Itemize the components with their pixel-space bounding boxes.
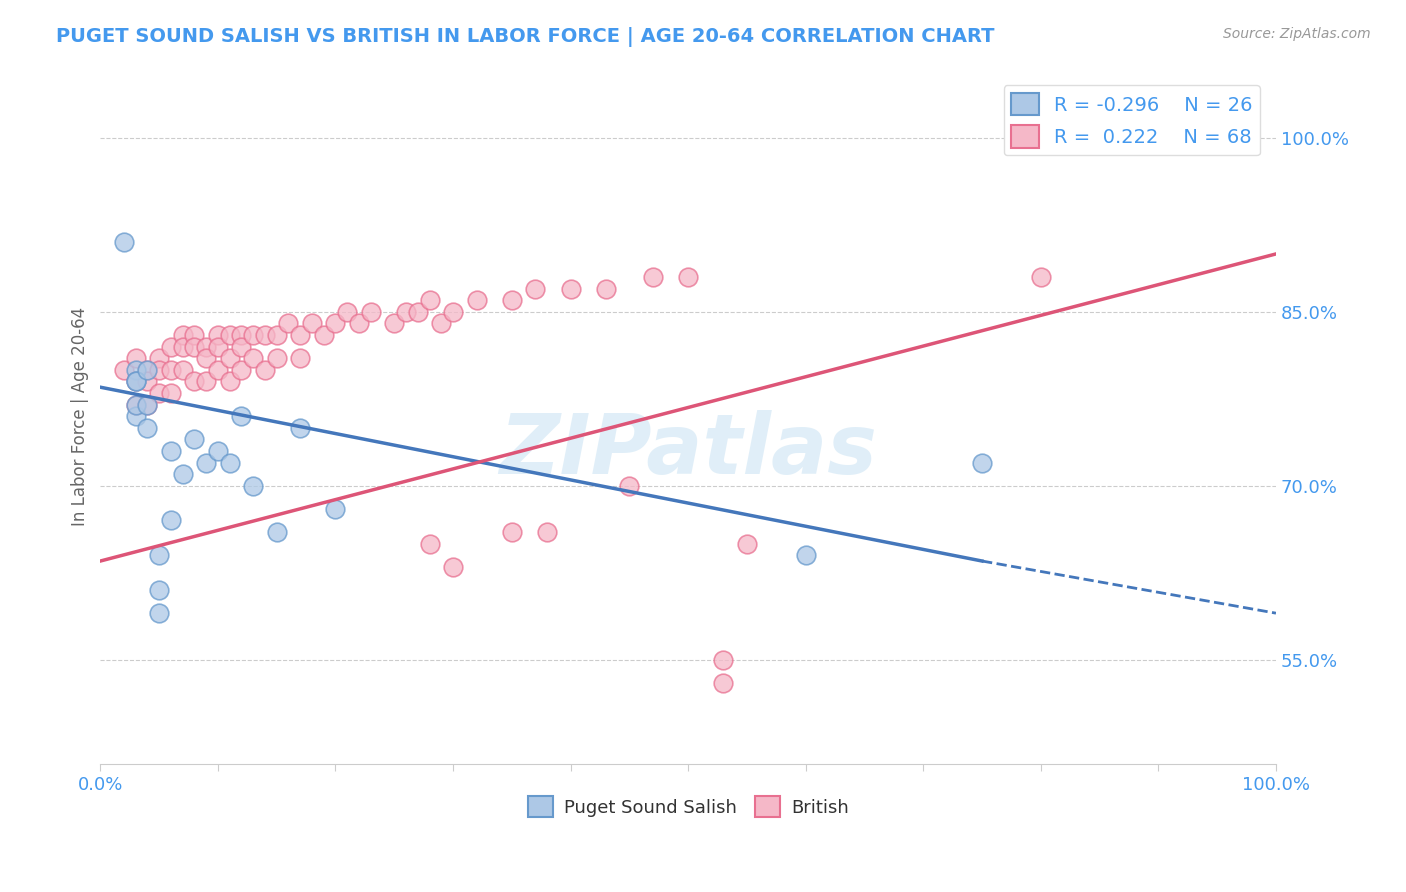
Point: [183, 433, 205, 447]
Point: [290, 351, 312, 366]
Point: [207, 363, 229, 377]
Point: [406, 305, 429, 319]
Point: [136, 421, 159, 435]
Point: [713, 652, 735, 666]
Point: [418, 293, 440, 308]
Point: [183, 375, 205, 389]
Point: [160, 444, 183, 458]
Point: [301, 317, 323, 331]
Point: [207, 444, 229, 458]
Point: [160, 386, 183, 401]
Point: [124, 351, 146, 366]
Point: [266, 351, 288, 366]
Point: [124, 375, 146, 389]
Point: [183, 328, 205, 343]
Point: [441, 559, 464, 574]
Point: [218, 351, 240, 366]
Point: [266, 524, 288, 539]
Point: [160, 340, 183, 354]
Point: [395, 305, 418, 319]
Point: [136, 375, 159, 389]
Point: [183, 340, 205, 354]
Point: [382, 317, 405, 331]
Point: [148, 386, 170, 401]
Point: [441, 305, 464, 319]
Point: [336, 305, 359, 319]
Point: [195, 375, 218, 389]
Point: [231, 340, 253, 354]
Point: [218, 375, 240, 389]
Point: [242, 351, 264, 366]
Point: [124, 375, 146, 389]
Point: [207, 340, 229, 354]
Point: [735, 536, 758, 550]
Point: [136, 398, 159, 412]
Point: [124, 398, 146, 412]
Point: [172, 328, 194, 343]
Point: [207, 328, 229, 343]
Point: [231, 328, 253, 343]
Point: [136, 363, 159, 377]
Point: [231, 409, 253, 424]
Point: [242, 479, 264, 493]
Point: [641, 270, 664, 285]
Point: [312, 328, 335, 343]
Point: [231, 363, 253, 377]
Point: [536, 524, 558, 539]
Point: [253, 328, 276, 343]
Point: [794, 548, 817, 562]
Point: [148, 548, 170, 562]
Y-axis label: In Labor Force | Age 20-64: In Labor Force | Age 20-64: [72, 307, 89, 525]
Point: [112, 363, 135, 377]
Point: [560, 282, 582, 296]
Point: [172, 467, 194, 482]
Point: [148, 606, 170, 620]
Point: [418, 536, 440, 550]
Point: [148, 363, 170, 377]
Point: [124, 398, 146, 412]
Point: [676, 270, 699, 285]
Point: [1029, 270, 1052, 285]
Point: [325, 317, 347, 331]
Point: [465, 293, 488, 308]
Point: [218, 456, 240, 470]
Point: [501, 524, 523, 539]
Point: [124, 363, 146, 377]
Text: ZIPatlas: ZIPatlas: [499, 410, 877, 491]
Point: [148, 582, 170, 597]
Point: [136, 363, 159, 377]
Point: [124, 375, 146, 389]
Point: [524, 282, 547, 296]
Point: [970, 456, 993, 470]
Point: [112, 235, 135, 250]
Point: [325, 501, 347, 516]
Point: [195, 351, 218, 366]
Point: [172, 363, 194, 377]
Point: [501, 293, 523, 308]
Point: [290, 421, 312, 435]
Point: [242, 328, 264, 343]
Point: [218, 328, 240, 343]
Point: [160, 363, 183, 377]
Point: [195, 456, 218, 470]
Point: [277, 317, 299, 331]
Text: PUGET SOUND SALISH VS BRITISH IN LABOR FORCE | AGE 20-64 CORRELATION CHART: PUGET SOUND SALISH VS BRITISH IN LABOR F…: [56, 27, 994, 46]
Point: [136, 398, 159, 412]
Point: [195, 340, 218, 354]
Point: [713, 675, 735, 690]
Point: [148, 351, 170, 366]
Point: [360, 305, 382, 319]
Point: [160, 513, 183, 527]
Point: [430, 317, 453, 331]
Point: [347, 317, 370, 331]
Text: Source: ZipAtlas.com: Source: ZipAtlas.com: [1223, 27, 1371, 41]
Point: [172, 340, 194, 354]
Legend: Puget Sound Salish, British: Puget Sound Salish, British: [520, 789, 856, 824]
Point: [253, 363, 276, 377]
Point: [619, 479, 641, 493]
Point: [266, 328, 288, 343]
Point: [124, 409, 146, 424]
Point: [595, 282, 617, 296]
Point: [290, 328, 312, 343]
